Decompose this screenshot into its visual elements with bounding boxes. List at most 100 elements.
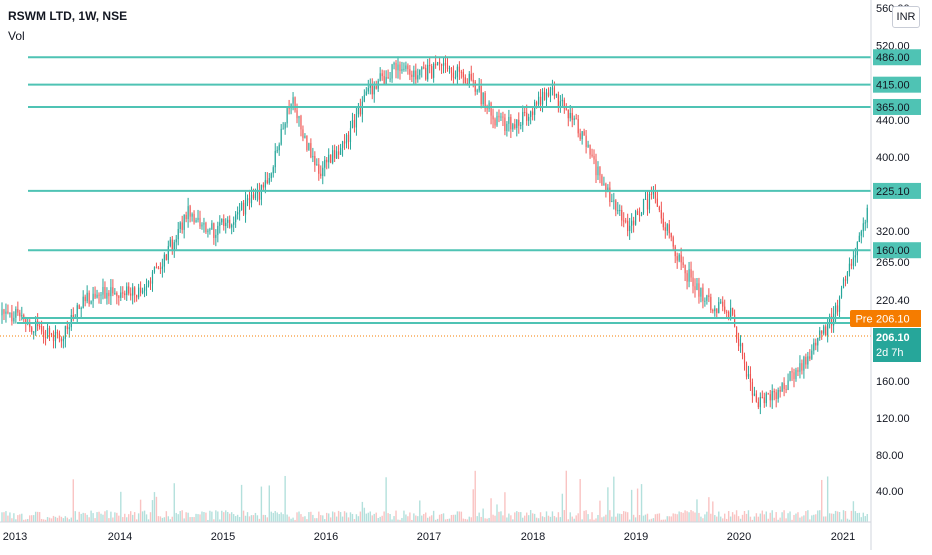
volume-bar (288, 516, 290, 522)
volume-bar (496, 504, 498, 522)
candle-body (514, 124, 516, 129)
volume-bar (114, 512, 116, 522)
volume-bar (393, 516, 395, 522)
candle-body (680, 254, 682, 263)
volume-bar (187, 512, 189, 522)
candle-body (791, 371, 793, 373)
candle-body (706, 295, 708, 301)
x-tick-label: 2017 (417, 531, 441, 543)
volume-bar (108, 518, 110, 522)
candle-body (446, 65, 449, 69)
candle-body (532, 111, 534, 115)
volume-bar (54, 516, 57, 522)
candle-body (389, 78, 391, 80)
candle-body (860, 231, 862, 236)
volume-bar (809, 519, 811, 522)
candle-body (280, 128, 282, 145)
volume-bar (139, 499, 142, 522)
volume-bar (68, 519, 71, 522)
x-tick-label: 2021 (831, 531, 855, 543)
volume-bar (801, 516, 803, 522)
candle-body (722, 301, 724, 307)
candle-body (17, 308, 19, 313)
volume-bar (452, 514, 455, 522)
volume-bar (799, 517, 801, 522)
volume-bar (407, 516, 409, 522)
volume-bar (34, 511, 37, 522)
candle-body (656, 198, 658, 207)
currency-button[interactable]: INR (892, 6, 920, 28)
candle-body (147, 281, 150, 286)
volume-bar (821, 479, 823, 522)
volume-bar (389, 514, 391, 522)
candle-body (807, 356, 809, 365)
volume-bar (434, 519, 437, 522)
volume-bar (151, 500, 154, 522)
volume-bar (599, 500, 601, 522)
volume-bar (333, 512, 336, 522)
candle-body (302, 129, 304, 138)
volume-bar (634, 517, 637, 522)
candle-body (108, 292, 110, 297)
candle-body (777, 389, 779, 399)
candle-body (490, 102, 492, 116)
y-tick-label: 400.00 (876, 152, 910, 164)
volume-bar (223, 512, 225, 522)
volume-bar (545, 511, 548, 522)
candle-body (763, 397, 765, 404)
volume-bar (626, 512, 629, 522)
candle-body (732, 307, 734, 315)
candle-body (145, 285, 148, 288)
candle-body (282, 128, 284, 130)
candle-body (134, 287, 136, 295)
volume-bar (40, 518, 43, 522)
volume-bar (7, 515, 9, 522)
candle-body (571, 112, 573, 120)
candle-body (688, 269, 690, 282)
candle-body (565, 108, 567, 110)
volume-bar (304, 516, 306, 522)
volume-bar (331, 511, 334, 522)
volume-bar (815, 514, 817, 522)
volume-bar (286, 514, 288, 522)
volume-bar (165, 511, 168, 522)
volume-bar (375, 512, 377, 522)
candle-body (648, 193, 651, 210)
candle-body (239, 210, 241, 213)
volume-bar (706, 511, 708, 522)
candle-body (541, 91, 544, 105)
volume-bar (603, 516, 605, 522)
candle-body (413, 70, 415, 77)
volume-bar (716, 516, 718, 522)
volume-bar (116, 512, 118, 522)
volume-bar (48, 517, 51, 522)
candle-body (577, 119, 579, 134)
candle-body (444, 62, 447, 66)
volume-bar (628, 519, 631, 522)
volume-bar (581, 519, 583, 522)
candle-body (159, 267, 161, 269)
candle-body (298, 115, 300, 119)
volume-bar (193, 517, 195, 522)
volume-bar (830, 513, 833, 522)
candle-body (773, 391, 775, 393)
candle-body (724, 306, 726, 312)
candle-body (427, 64, 429, 80)
volume-bar (349, 512, 352, 522)
volume-bar (256, 515, 259, 522)
volume-bar (171, 516, 173, 522)
candle-body (339, 147, 342, 155)
volume-bar (613, 476, 615, 522)
candle-body (94, 293, 96, 298)
volume-bar (846, 518, 849, 522)
x-tick-label: 2015 (211, 531, 235, 543)
volume-bar (824, 516, 827, 522)
candle-body (450, 68, 453, 73)
candle-body (141, 290, 144, 293)
candle-body (197, 217, 199, 220)
volume-bar (106, 510, 108, 522)
candle-body (70, 315, 72, 328)
volume-bar (9, 512, 11, 522)
